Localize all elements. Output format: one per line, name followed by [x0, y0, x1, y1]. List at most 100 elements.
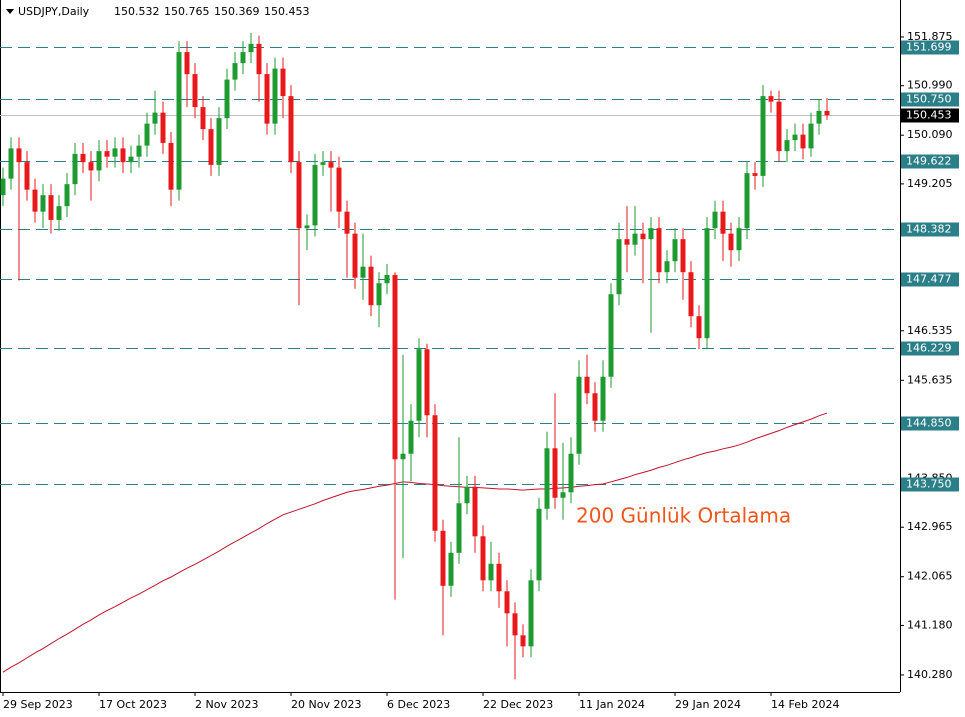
x-tick-label: 29 Sep 2023 — [3, 698, 73, 711]
candle-body — [176, 52, 182, 190]
candle-body — [128, 156, 134, 163]
x-tick-label: 2 Nov 2023 — [195, 698, 258, 711]
level-label-box — [901, 341, 959, 356]
level-label: 143.750 — [906, 478, 952, 491]
level-label-box — [901, 222, 959, 237]
candle-body — [208, 129, 214, 165]
candle-body — [336, 167, 342, 212]
candle-body — [728, 233, 734, 251]
y-tick-label: 150.090 — [907, 128, 953, 141]
dropdown-arrow[interactable] — [6, 9, 14, 14]
candle-body — [320, 162, 326, 165]
candle-body — [480, 536, 486, 581]
candle-body — [384, 274, 390, 284]
candle-body — [48, 195, 54, 220]
candle-body — [352, 233, 358, 278]
candle-body — [304, 225, 310, 229]
candle-body — [240, 52, 246, 64]
level-label: 144.850 — [906, 417, 952, 430]
candle-body — [648, 228, 654, 240]
candle-body — [616, 239, 622, 295]
candle-body — [592, 393, 598, 421]
candle-body — [488, 563, 494, 581]
candle-body — [120, 148, 126, 163]
y-tick-label: 151.875 — [907, 30, 953, 43]
y-tick-label: 150.990 — [907, 79, 953, 92]
candle-body — [824, 110, 830, 116]
candle-body — [528, 580, 534, 647]
candle-body — [544, 448, 550, 509]
candle-body — [72, 153, 78, 185]
candle-body — [456, 503, 462, 553]
y-tick-label: 149.205 — [907, 177, 953, 190]
candle-body — [144, 123, 150, 146]
candle-body — [256, 43, 262, 75]
candle-body — [424, 349, 430, 416]
candle-body — [376, 283, 382, 306]
level-label: 149.622 — [906, 155, 952, 168]
candle-body — [512, 613, 518, 636]
candle-body — [472, 486, 478, 537]
candle-body — [600, 376, 606, 421]
header-open: 150.532 — [114, 5, 160, 18]
candle-body — [136, 145, 142, 157]
candle-body — [624, 239, 630, 245]
candle-body — [96, 151, 102, 171]
candle-body — [816, 110, 822, 124]
candle-body — [280, 68, 286, 97]
y-tick-label: 145.635 — [907, 373, 953, 386]
candle-body — [8, 148, 14, 179]
candle-body — [232, 63, 238, 80]
candle-body — [800, 134, 806, 149]
x-tick-label: 6 Dec 2023 — [387, 698, 450, 711]
current-price-box — [901, 108, 959, 123]
candle-body — [752, 173, 758, 176]
candle-body — [360, 266, 366, 278]
level-label: 147.477 — [906, 273, 952, 286]
candle-body — [632, 233, 638, 245]
candle-body — [736, 228, 742, 251]
candle-body — [264, 74, 270, 124]
candle-body — [656, 228, 662, 273]
y-tick-label: 140.280 — [907, 668, 953, 681]
candle-body — [808, 123, 814, 149]
candle-body — [192, 74, 198, 108]
candle-body — [560, 492, 566, 498]
candle-body — [160, 112, 166, 143]
candle-body — [552, 448, 558, 498]
candle-body — [640, 233, 646, 240]
candle-body — [672, 239, 678, 262]
candle-body — [568, 453, 574, 493]
candle-body — [432, 415, 438, 531]
candle-body — [392, 274, 398, 460]
level-label-box — [901, 477, 959, 492]
candle-body — [24, 162, 30, 190]
candle-body — [688, 272, 694, 317]
candle-body — [152, 112, 158, 124]
candle-body — [496, 563, 502, 592]
x-tick-label: 29 Jan 2024 — [675, 698, 741, 711]
candle-body — [464, 486, 470, 504]
candle-body — [520, 635, 526, 647]
level-label: 146.229 — [906, 342, 952, 355]
x-tick-label: 17 Oct 2023 — [99, 698, 167, 711]
candle-body — [216, 118, 222, 165]
candle-body — [792, 134, 798, 141]
header-high: 150.765 — [164, 5, 210, 18]
candle-body — [344, 211, 350, 234]
candle-body — [416, 349, 422, 421]
candle-body — [400, 453, 406, 460]
candle-body — [536, 508, 542, 581]
candle-body — [40, 195, 46, 212]
candle-body — [272, 68, 278, 124]
candle-body — [608, 294, 614, 377]
level-label-box — [901, 272, 959, 287]
candle-body — [504, 591, 510, 614]
candle-body — [744, 173, 750, 229]
candle-body — [768, 96, 774, 102]
candle-body — [112, 148, 118, 157]
candle-body — [56, 206, 62, 220]
y-tick-label: 141.180 — [907, 618, 953, 631]
